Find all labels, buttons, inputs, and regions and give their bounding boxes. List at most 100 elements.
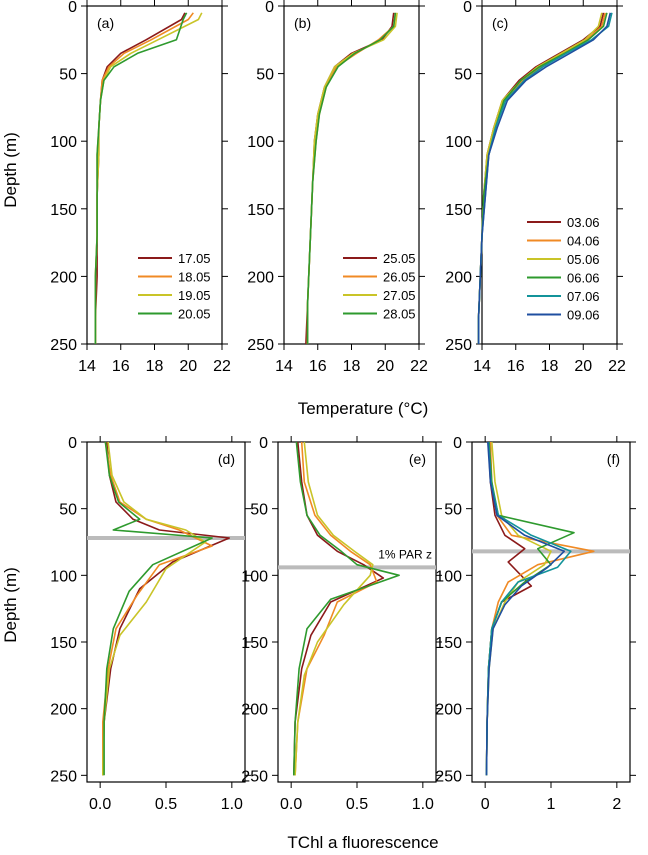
panel-label-b: (b) (294, 15, 311, 31)
x-axis-title-bottom: TChl a fluorescence (287, 833, 438, 850)
panel-label-e: (e) (409, 451, 426, 467)
legend-c: 03.06 04.06 05.06 06.06 07.06 09.06 (527, 215, 600, 323)
legend-a: 17.05 18.05 19.05 20.05 (138, 251, 211, 322)
y-tick-label-d: 150 (50, 635, 77, 652)
legend-label-b-3: 28.05 (383, 307, 416, 322)
legend-label-a-3: 20.05 (178, 307, 211, 322)
y-tick-label-e: 150 (241, 635, 268, 652)
plot-frame-d (86, 441, 246, 783)
series-line-f-5 (485, 441, 566, 776)
y-tick-label-a: 100 (50, 134, 77, 151)
x-tick-label-b: 22 (410, 358, 428, 375)
series-line-e-1 (294, 441, 378, 776)
series-line-f-4 (485, 441, 572, 776)
x-axis-title-top: Temperature (°C) (298, 399, 429, 418)
series-line-d-2 (102, 441, 207, 776)
x-tick-label-e: 0.0 (280, 796, 302, 813)
y-tick-label-a: 0 (68, 0, 77, 16)
y-tick-label-f: 250 (435, 768, 462, 785)
x-tick-label-e: 0.5 (346, 796, 368, 813)
y-tick-label-b: 200 (247, 269, 274, 286)
y-tick-label-e: 50 (250, 502, 268, 519)
y-tick-label-b: 150 (247, 202, 274, 219)
y-tick-label-f: 50 (444, 502, 462, 519)
x-tick-label-b: 14 (275, 358, 293, 375)
legend-label-c-1: 04.06 (567, 234, 600, 249)
series-line-d-3 (103, 441, 213, 776)
y-tick-label-c: 0 (463, 0, 472, 16)
x-tick-label-d: 0.5 (155, 796, 177, 813)
y-axis-title-bottom: Depth (m) (1, 567, 20, 643)
y-tick-label-b: 100 (247, 134, 274, 151)
y-tick-label-f: 0 (453, 435, 462, 452)
panel-label-d: (d) (218, 451, 235, 467)
x-tick-label-a: 22 (213, 358, 231, 375)
y-tick-label-c: 250 (445, 337, 472, 354)
y-tick-label-a: 250 (50, 337, 77, 354)
y-tick-label-d: 0 (68, 435, 77, 452)
y-tick-label-b: 50 (256, 67, 274, 84)
x-tick-label-c: 14 (473, 358, 491, 375)
legend-label-c-4: 07.06 (567, 289, 600, 304)
x-tick-label-a: 18 (146, 358, 164, 375)
x-tick-label-f: 0 (481, 796, 490, 813)
y-tick-label-a: 50 (59, 67, 77, 84)
series-line-a-3 (94, 12, 188, 344)
legend-label-c-3: 06.06 (567, 271, 600, 286)
plot-frame-e (277, 441, 437, 783)
panel-label-f: (f) (607, 451, 620, 467)
legend-label-a-1: 18.05 (178, 270, 211, 285)
legend-label-a-2: 19.05 (178, 288, 211, 303)
y-tick-label-f: 200 (435, 702, 462, 719)
x-tick-label-d: 1.0 (221, 796, 243, 813)
y-tick-label-c: 50 (454, 67, 472, 84)
y-tick-label-e: 100 (241, 568, 268, 585)
y-tick-label-c: 200 (445, 269, 472, 286)
par-label-e: 1% PAR z (378, 547, 432, 561)
series-line-c-5 (477, 12, 612, 344)
x-tick-label-b: 20 (376, 358, 394, 375)
y-tick-label-a: 200 (50, 269, 77, 286)
y-tick-label-d: 100 (50, 568, 77, 585)
panel-label-a: (a) (97, 15, 114, 31)
x-tick-label-d: 0.0 (89, 796, 111, 813)
y-tick-label-a: 150 (50, 202, 77, 219)
y-tick-label-b: 0 (265, 0, 274, 16)
x-tick-label-f: 2 (612, 796, 621, 813)
x-tick-label-b: 18 (343, 358, 361, 375)
legend-b: 25.05 26.05 27.05 28.05 (343, 251, 416, 322)
x-tick-label-f: 1 (547, 796, 556, 813)
panel-e: 0 50 100 150 200 250 0.0 0.5 1.0 1% PAR z (e) (241, 435, 442, 813)
y-tick-label-f: 100 (435, 568, 462, 585)
y-tick-label-c: 150 (445, 202, 472, 219)
panel-d: 0 50 100 150 200 250 0.0 0.5 1.0 (d) (50, 435, 251, 813)
y-tick-label-f: 150 (435, 635, 462, 652)
panel-label-c: (c) (492, 15, 508, 31)
y-tick-label-b: 250 (247, 337, 274, 354)
legend-label-c-5: 09.06 (567, 308, 600, 323)
series-line-b-3 (306, 12, 397, 344)
panel-f: 0 50 100 150 200 250 0 1 2 (f) (435, 435, 636, 813)
x-tick-label-b: 16 (309, 358, 327, 375)
legend-label-a-0: 17.05 (178, 251, 211, 266)
y-tick-label-c: 100 (445, 134, 472, 151)
y-axis-title-top: Depth (m) (1, 132, 20, 208)
legend-label-b-2: 27.05 (383, 288, 416, 303)
x-tick-label-c: 18 (541, 358, 559, 375)
legend-label-c-0: 03.06 (567, 215, 600, 230)
x-tick-label-e: 1.0 (412, 796, 434, 813)
y-tick-label-e: 200 (241, 702, 268, 719)
x-tick-label-a: 14 (78, 358, 96, 375)
y-tick-label-e: 0 (259, 435, 268, 452)
y-tick-label-d: 250 (50, 768, 77, 785)
x-tick-label-a: 16 (112, 358, 130, 375)
y-tick-label-e: 250 (241, 768, 268, 785)
series-line-e-3 (293, 441, 400, 776)
legend-label-b-1: 26.05 (383, 270, 416, 285)
legend-label-c-2: 05.06 (567, 252, 600, 267)
